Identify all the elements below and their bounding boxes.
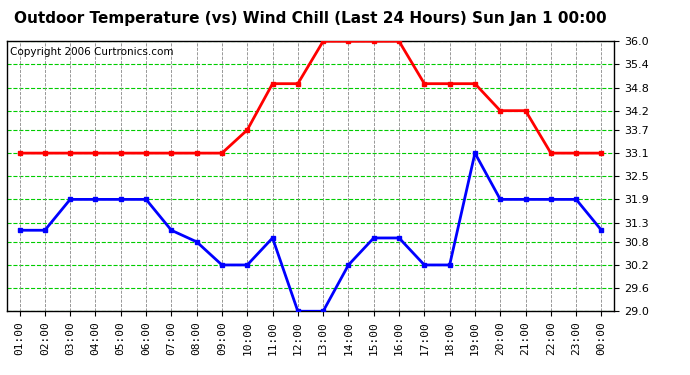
Text: Outdoor Temperature (vs) Wind Chill (Last 24 Hours) Sun Jan 1 00:00: Outdoor Temperature (vs) Wind Chill (Las… [14, 11, 607, 26]
Text: Copyright 2006 Curtronics.com: Copyright 2006 Curtronics.com [10, 46, 173, 57]
